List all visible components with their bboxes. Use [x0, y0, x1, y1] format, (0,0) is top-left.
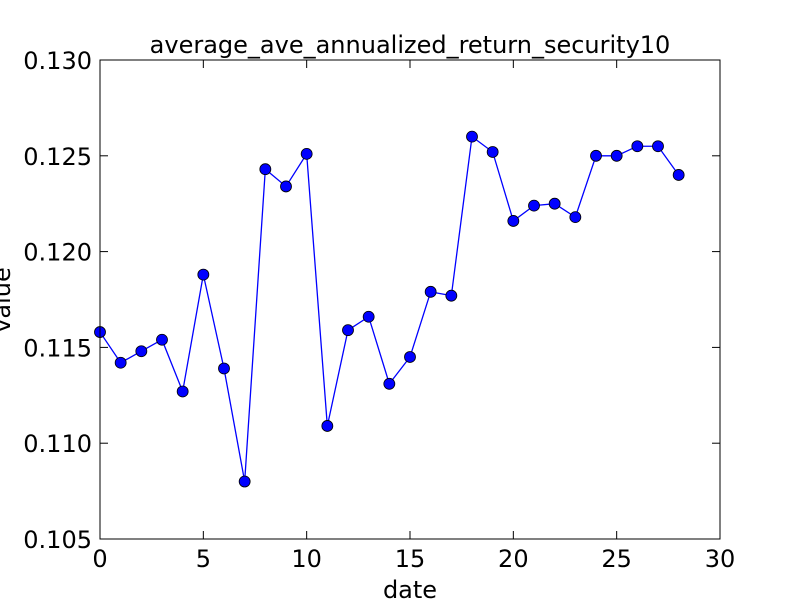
data-point — [610, 149, 623, 162]
chart-title: average_ave_annualized_return_security10 — [150, 31, 671, 59]
y-tick-label: 0.115 — [23, 334, 92, 362]
data-point — [383, 377, 396, 390]
data-point — [528, 199, 540, 212]
axis-ticks: 0 5 10 15 20 25 30 0.105 0.110 0.115 0.120 0.125 0.1… — [23, 47, 735, 573]
data-point — [114, 356, 127, 369]
data-point — [404, 351, 416, 363]
series-group — [94, 130, 685, 488]
x-axis-label: date — [383, 576, 437, 600]
y-tick-label: 0.125 — [23, 143, 92, 171]
x-tick-label: 10 — [291, 545, 322, 573]
y-tick-label: 0.130 — [23, 47, 92, 75]
y-tick-label: 0.120 — [23, 239, 92, 267]
y-axis-label: value — [0, 267, 16, 333]
data-point — [156, 333, 168, 346]
x-tick-label: 0 — [92, 545, 107, 573]
data-point — [652, 140, 664, 153]
x-tick-label: 25 — [601, 545, 632, 573]
data-point — [445, 289, 458, 302]
data-point — [135, 345, 148, 358]
y-tick-label: 0.110 — [23, 430, 92, 458]
x-tick-label: 15 — [395, 545, 426, 573]
data-point — [548, 197, 561, 210]
y-tick-label: 0.105 — [23, 526, 92, 554]
data-point — [238, 475, 251, 488]
data-point — [300, 147, 313, 160]
x-tick-label: 20 — [498, 545, 529, 573]
data-point — [218, 362, 230, 375]
data-point — [424, 285, 437, 298]
x-tick-label: 30 — [705, 545, 736, 573]
data-point — [362, 310, 375, 323]
data-point — [176, 385, 189, 398]
data-point — [486, 146, 499, 158]
series-line — [99, 135, 680, 482]
plot-frame — [99, 59, 721, 540]
data-point — [321, 420, 334, 432]
data-point — [342, 324, 354, 337]
data-point — [590, 149, 602, 162]
data-point — [569, 211, 582, 224]
data-point — [280, 180, 292, 193]
data-point — [197, 268, 210, 281]
x-tick-label: 5 — [196, 545, 211, 573]
data-point — [507, 215, 520, 227]
data-point — [466, 130, 478, 143]
data-point — [631, 140, 644, 153]
data-point — [259, 163, 272, 176]
data-point — [672, 169, 685, 181]
